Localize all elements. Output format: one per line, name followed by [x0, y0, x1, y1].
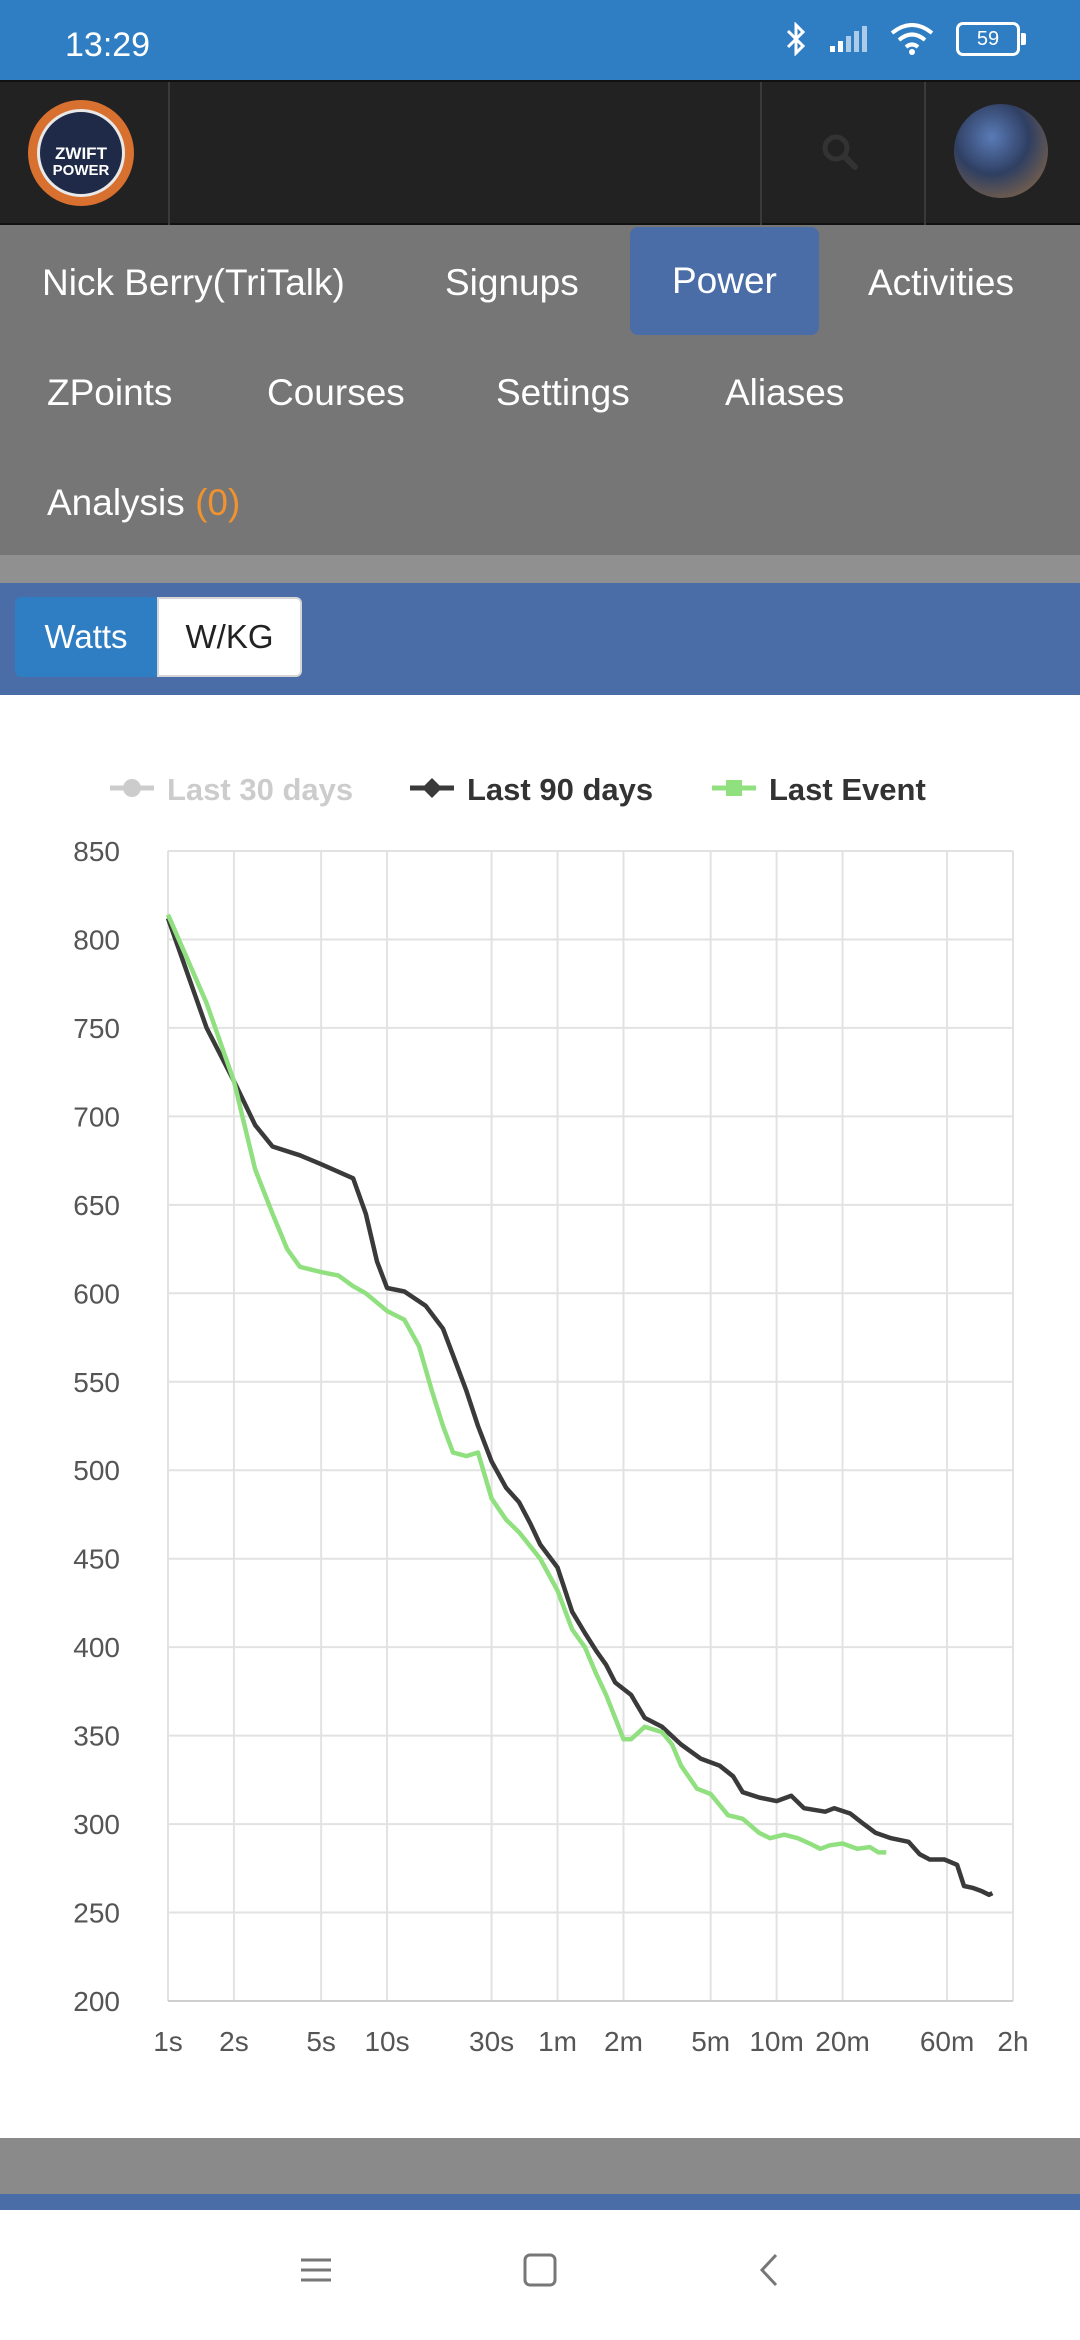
search-icon[interactable]	[820, 132, 860, 172]
legend-label: Last Event	[769, 772, 926, 807]
status-time: 13:29	[65, 26, 151, 64]
nav-item-aliases[interactable]: Aliases	[725, 372, 845, 413]
x-tick-label: 10m	[749, 2026, 803, 2057]
x-tick-label: 1s	[153, 2026, 183, 2057]
next-section-header	[0, 2194, 1080, 2210]
unit-toggle-bar: Watts W/KG	[0, 583, 1080, 695]
x-tick-label: 20m	[815, 2026, 869, 2057]
header-divider	[924, 82, 926, 227]
battery-level: 59	[976, 27, 1000, 50]
y-tick-label: 800	[73, 924, 120, 955]
x-tick-label: 2m	[604, 2026, 643, 2057]
y-tick-label: 700	[73, 1101, 120, 1132]
y-tick-label: 350	[73, 1721, 120, 1752]
status-bar: 13:29 59	[0, 0, 1080, 80]
y-tick-label: 500	[73, 1455, 120, 1486]
y-tick-label: 550	[73, 1367, 120, 1398]
nav-item-activities[interactable]: Activities	[868, 262, 1014, 303]
y-tick-label: 750	[73, 1013, 120, 1044]
x-tick-label: 2h	[997, 2026, 1028, 2057]
x-tick-label: 30s	[469, 2026, 514, 2057]
nav-item-profile[interactable]: Nick Berry(TriTalk)	[42, 262, 345, 303]
x-tick-label: 1m	[538, 2026, 577, 2057]
x-tick-label: 60m	[920, 2026, 974, 2057]
y-tick-label: 250	[73, 1898, 120, 1929]
page-background	[0, 2138, 1080, 2194]
power-curve-chart: Last 30 days Last 90 days Last Event 850 80…	[73, 772, 1028, 2057]
wifi-icon	[890, 23, 934, 55]
nav-item-courses[interactable]: Courses	[267, 372, 405, 413]
battery-icon: 59	[956, 22, 1026, 56]
y-tick-label: 450	[73, 1544, 120, 1575]
x-tick-label: 5s	[306, 2026, 336, 2057]
analysis-count: (0)	[195, 482, 241, 523]
app-header: ZWIFT POWER	[0, 80, 1080, 227]
avatar[interactable]	[954, 104, 1048, 198]
x-tick-label: 10s	[364, 2026, 409, 2057]
wkg-button[interactable]: W/KG	[157, 597, 302, 677]
x-tick-label: 2s	[219, 2026, 249, 2057]
y-tick-label: 200	[73, 1986, 120, 2017]
legend-item[interactable]: Last 30 days	[110, 772, 353, 807]
y-tick-label: 400	[73, 1632, 120, 1663]
zwiftpower-logo[interactable]: ZWIFT POWER	[28, 100, 134, 206]
legend-item[interactable]: Last Event	[712, 772, 926, 807]
section-gap	[0, 555, 1080, 583]
menu-icon[interactable]	[298, 2252, 334, 2288]
nav-item-power[interactable]: Power	[630, 227, 819, 335]
logo-text-power: POWER	[52, 162, 110, 179]
bluetooth-icon	[786, 22, 806, 56]
legend-label: Last 90 days	[467, 772, 653, 807]
nav-item-zpoints[interactable]: ZPoints	[47, 372, 173, 413]
watts-button[interactable]: Watts	[15, 597, 157, 677]
y-tick-label: 600	[73, 1278, 120, 1309]
nav-item-signups[interactable]: Signups	[445, 262, 579, 303]
y-tick-label: 650	[73, 1190, 120, 1221]
signal-icon	[830, 26, 867, 52]
logo-text-zwift: ZWIFT	[55, 144, 107, 163]
y-tick-label: 300	[73, 1809, 120, 1840]
nav-item-analysis[interactable]: Analysis (0)	[47, 482, 241, 523]
series-line	[165, 917, 994, 1898]
home-icon[interactable]	[522, 2252, 558, 2288]
profile-nav: Nick Berry(TriTalk) Signups Power Activi…	[0, 225, 1080, 555]
header-divider	[168, 82, 170, 227]
back-icon[interactable]	[752, 2252, 788, 2288]
x-tick-label: 5m	[691, 2026, 730, 2057]
legend-label: Last 30 days	[167, 772, 353, 807]
header-divider	[760, 82, 762, 227]
nav-item-settings[interactable]: Settings	[496, 372, 630, 413]
series-line	[165, 913, 887, 1855]
status-icons: 59	[786, 22, 1026, 56]
y-tick-label: 850	[73, 836, 120, 867]
legend-item[interactable]: Last 90 days	[410, 772, 653, 807]
power-curve-card: Last 30 days Last 90 days Last Event 850 80…	[0, 695, 1080, 2138]
system-nav-bar	[0, 2210, 1080, 2340]
